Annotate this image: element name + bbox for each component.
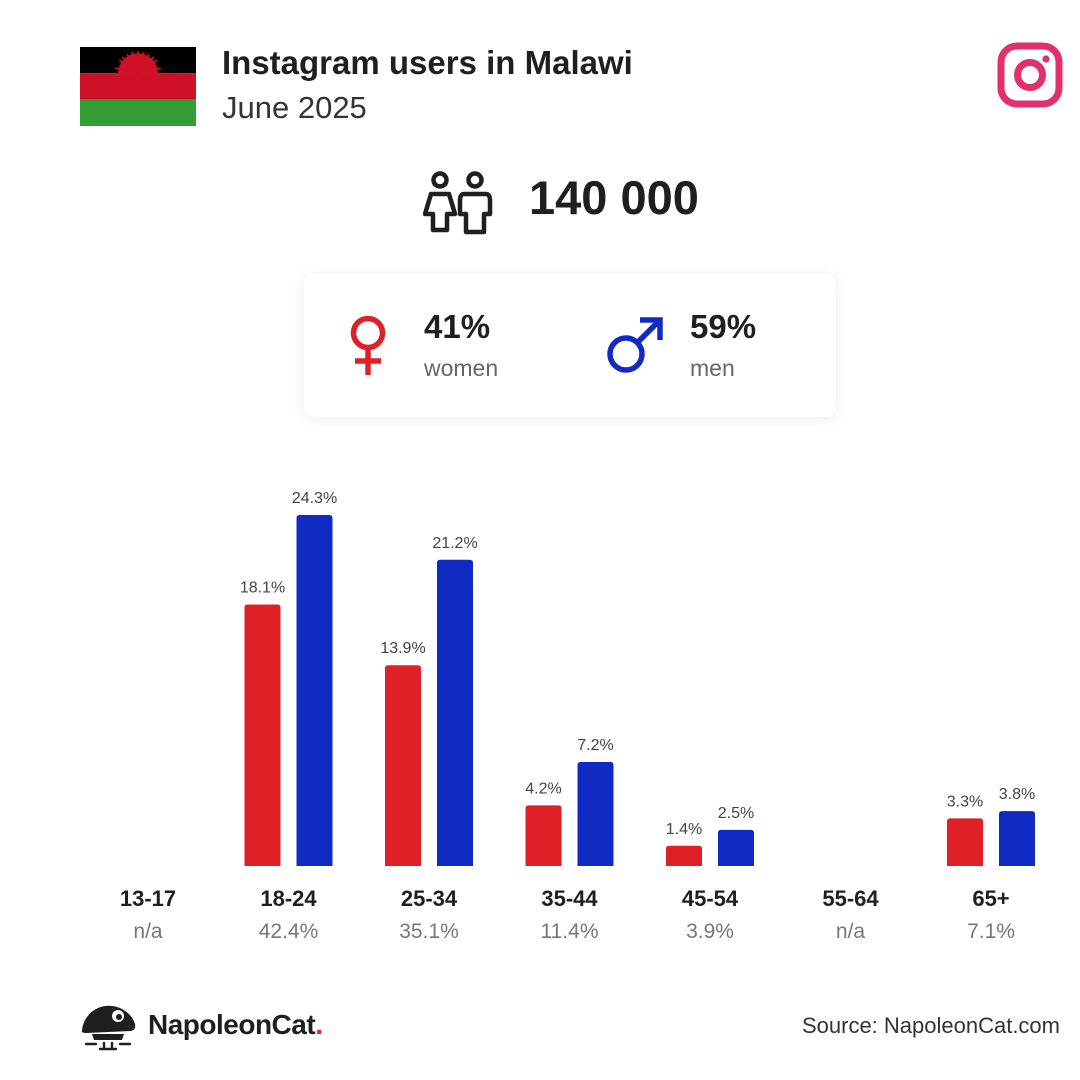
bar-label-women-18-24: 18.1% xyxy=(240,580,285,597)
men-percent: 59% xyxy=(690,308,757,345)
women-percent: 41% xyxy=(424,308,491,345)
category-label-25-34: 25-34 xyxy=(401,886,458,911)
bar-label-women-45-54: 1.4% xyxy=(666,821,702,838)
category-total-25-34: 35.1% xyxy=(399,920,459,943)
napoleoncat-logo-icon xyxy=(81,1005,136,1051)
bar-label-women-65+: 3.3% xyxy=(947,793,983,810)
category-total-55-64: n/a xyxy=(836,920,866,943)
category-label-45-54: 45-54 xyxy=(682,886,739,911)
bar-women-35-44 xyxy=(525,805,562,866)
category-total-13-17: n/a xyxy=(133,920,163,943)
bar-label-men-25-34: 21.2% xyxy=(432,535,477,552)
age-gender-bar-chart: 13-17 n/a 18.1% 24.3% 18-24 42.4% 13.9% 21.2% 25… xyxy=(120,490,1035,943)
category-total-45-54: 3.9% xyxy=(686,920,734,943)
men-label: men xyxy=(690,355,735,381)
bar-men-25-34 xyxy=(437,559,473,866)
bar-label-men-45-54: 2.5% xyxy=(718,805,754,822)
male-symbol-icon xyxy=(607,317,663,373)
category-label-55-64: 55-64 xyxy=(822,886,879,911)
bar-women-65+ xyxy=(947,818,983,866)
women-label: women xyxy=(424,355,499,381)
category-label-18-24: 18-24 xyxy=(260,886,317,911)
category-total-35-44: 11.4% xyxy=(541,920,599,943)
page-title: Instagram users in Malawi xyxy=(222,44,633,81)
total-users-value: 140 000 xyxy=(529,171,699,224)
brand-text: NapoleonCat xyxy=(148,1009,316,1040)
bar-women-45-54 xyxy=(666,845,702,866)
category-label-13-17: 13-17 xyxy=(120,886,176,911)
category-total-18-24: 42.4% xyxy=(259,920,319,943)
bar-label-women-25-34: 13.9% xyxy=(380,640,425,657)
category-label-35-44: 35-44 xyxy=(541,886,598,911)
category-label-65+: 65+ xyxy=(972,886,1009,911)
instagram-icon xyxy=(997,42,1063,108)
bar-women-25-34 xyxy=(385,665,421,866)
source-credit: Source: NapoleonCat.com xyxy=(801,1013,1060,1038)
bar-label-men-35-44: 7.2% xyxy=(577,737,613,754)
bar-label-women-35-44: 4.2% xyxy=(525,780,561,797)
bar-label-men-18-24: 24.3% xyxy=(292,490,337,507)
brand-dot: . xyxy=(315,1009,323,1040)
people-icon xyxy=(423,171,493,235)
bar-label-men-65+: 3.8% xyxy=(999,786,1035,803)
brand-name: NapoleonCat. xyxy=(148,1009,323,1041)
page-subtitle: June 2025 xyxy=(222,90,367,125)
bar-men-18-24 xyxy=(296,515,333,866)
bar-women-18-24 xyxy=(244,604,281,866)
female-symbol-icon xyxy=(350,315,386,375)
malawi-flag-icon xyxy=(80,47,196,126)
bar-men-35-44 xyxy=(577,762,614,866)
bar-men-65+ xyxy=(999,811,1035,866)
category-total-65+: 7.1% xyxy=(967,920,1015,943)
gender-split-card: 41% women 59% men xyxy=(304,274,836,417)
bar-men-45-54 xyxy=(718,829,754,866)
